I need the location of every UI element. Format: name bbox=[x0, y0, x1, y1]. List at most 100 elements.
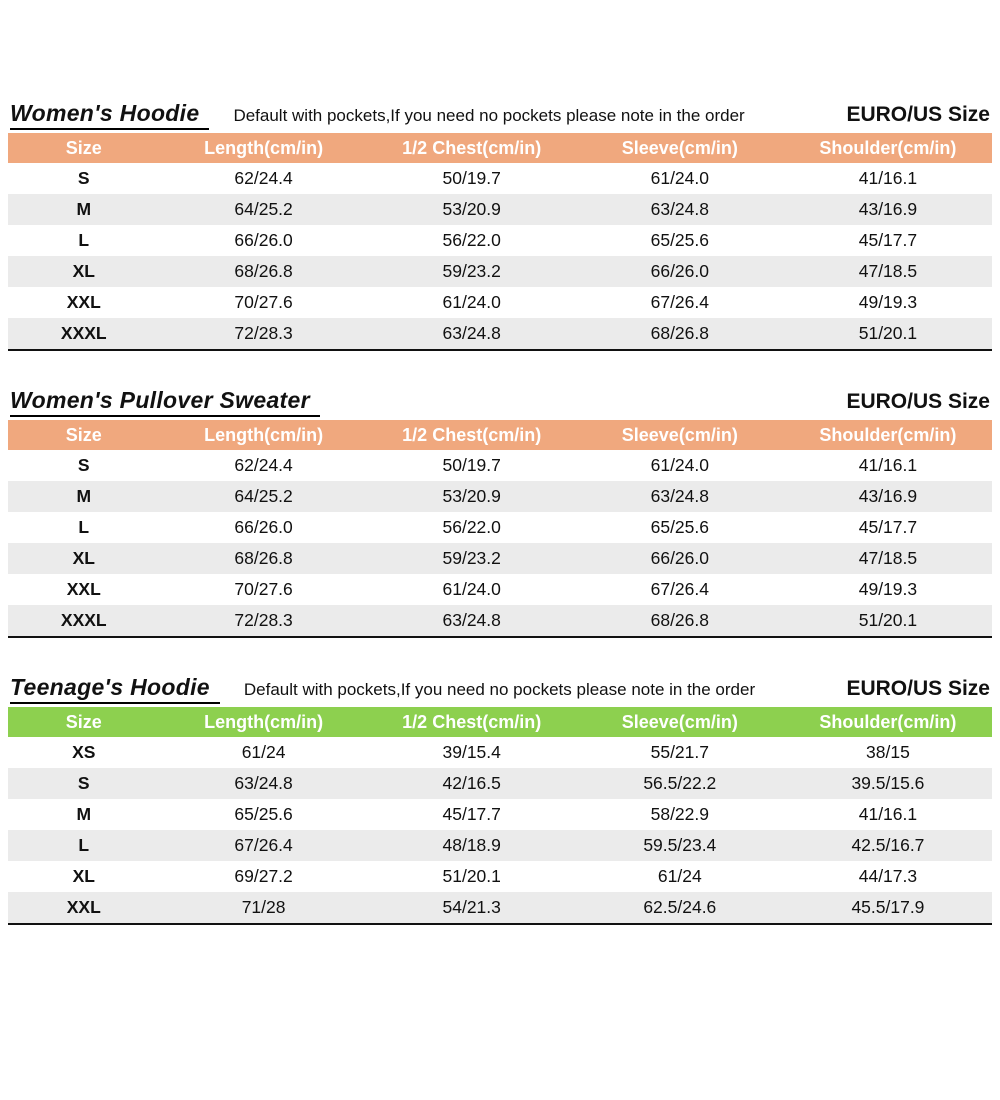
size-cell: M bbox=[76, 199, 92, 219]
column-header-length-cm-in: Length(cm/in) bbox=[159, 133, 368, 163]
measurement-cell: 45/17.7 bbox=[858, 517, 918, 537]
measurement-cell: 47/18.5 bbox=[858, 548, 918, 568]
region-size-label: EURO/US Size bbox=[846, 390, 990, 413]
table-row: XS 61/24 39/15.4 55/21.7 38/15 bbox=[8, 737, 992, 768]
column-header-length-cm-in: Length(cm/in) bbox=[159, 420, 368, 450]
size-cell: M bbox=[76, 486, 92, 506]
column-header-shoulder-cm-in: Shoulder(cm/in) bbox=[783, 707, 992, 737]
measurement-cell: 61/24.0 bbox=[442, 292, 501, 312]
table-row: XL 68/26.8 59/23.2 66/26.0 47/18.5 bbox=[8, 256, 992, 287]
table-row: S 62/24.4 50/19.7 61/24.0 41/16.1 bbox=[8, 163, 992, 194]
measurement-cell: 63/24.8 bbox=[650, 486, 709, 506]
measurement-cell: 48/18.9 bbox=[442, 835, 501, 855]
table-row: M 65/25.6 45/17.7 58/22.9 41/16.1 bbox=[8, 799, 992, 830]
size-cell: XXXL bbox=[60, 323, 107, 343]
measurement-cell: 56.5/22.2 bbox=[643, 773, 717, 793]
measurement-cell: 45.5/17.9 bbox=[851, 897, 925, 917]
measurement-cell: 61/24 bbox=[241, 742, 286, 762]
measurement-cell: 67/26.4 bbox=[234, 835, 293, 855]
column-header-1-2-chest-cm-in: 1/2 Chest(cm/in) bbox=[367, 133, 576, 163]
measurement-cell: 68/26.8 bbox=[234, 548, 293, 568]
measurement-cell: 70/27.6 bbox=[234, 292, 293, 312]
measurement-cell: 59/23.2 bbox=[442, 548, 501, 568]
measurement-cell: 42/16.5 bbox=[442, 773, 501, 793]
measurement-cell: 45/17.7 bbox=[858, 230, 918, 250]
column-header-length-cm-in: Length(cm/in) bbox=[159, 707, 368, 737]
header-row: Size Length(cm/in) 1/2 Chest(cm/in) Sleeve(… bbox=[8, 420, 992, 450]
table-row: XXL 70/27.6 61/24.0 67/26.4 49/19.3 bbox=[8, 287, 992, 318]
column-header-shoulder-cm-in: Shoulder(cm/in) bbox=[783, 133, 992, 163]
column-header-sleeve-cm-in: Sleeve(cm/in) bbox=[575, 133, 784, 163]
table-row: L 66/26.0 56/22.0 65/25.6 45/17.7 bbox=[8, 512, 992, 543]
measurement-cell: 56/22.0 bbox=[442, 517, 501, 537]
table-row: XL 68/26.8 59/23.2 66/26.0 47/18.5 bbox=[8, 543, 992, 574]
size-cell: XL bbox=[72, 548, 95, 568]
measurement-cell: 63/24.8 bbox=[442, 323, 501, 343]
size-cell: L bbox=[78, 835, 90, 855]
region-size-label: EURO/US Size bbox=[846, 677, 990, 700]
size-cell: XXL bbox=[66, 897, 101, 917]
size-cell: XL bbox=[72, 261, 95, 281]
measurement-cell: 67/26.4 bbox=[650, 579, 709, 599]
size-cell: XS bbox=[72, 742, 96, 762]
measurement-cell: 44/17.3 bbox=[858, 866, 918, 886]
table-row: XXXL 72/28.3 63/24.8 68/26.8 51/20.1 bbox=[8, 605, 992, 637]
column-header-1-2-chest-cm-in: 1/2 Chest(cm/in) bbox=[367, 420, 576, 450]
size-cell: XXXL bbox=[60, 610, 107, 630]
measurement-cell: 55/21.7 bbox=[650, 742, 709, 762]
size-cell: M bbox=[76, 804, 92, 824]
table-row: XXL 70/27.6 61/24.0 67/26.4 49/19.3 bbox=[8, 574, 992, 605]
region-size-label: EURO/US Size bbox=[846, 103, 990, 126]
table-row: M 64/25.2 53/20.9 63/24.8 43/16.9 bbox=[8, 481, 992, 512]
measurement-cell: 39/15.4 bbox=[442, 742, 501, 762]
section-womens-hoodie: Women's Hoodie Default with pockets,If y… bbox=[8, 100, 992, 351]
table-row: XXL 71/28 54/21.3 62.5/24.6 45.5/17.9 bbox=[8, 892, 992, 924]
size-cell: XL bbox=[72, 866, 95, 886]
pockets-note: Default with pockets,If you need no pock… bbox=[243, 680, 756, 699]
measurement-cell: 61/24.0 bbox=[650, 455, 709, 475]
pockets-note: Default with pockets,If you need no pock… bbox=[233, 106, 745, 125]
section-womens-pullover-sweater: Women's Pullover Sweater EURO/US Size Si… bbox=[8, 387, 992, 638]
measurement-cell: 51/20.1 bbox=[858, 610, 918, 630]
chart-title: Women's Hoodie bbox=[10, 100, 210, 130]
table-row: XXXL 72/28.3 63/24.8 68/26.8 51/20.1 bbox=[8, 318, 992, 350]
measurement-cell: 42.5/16.7 bbox=[851, 835, 925, 855]
table-row: S 63/24.8 42/16.5 56.5/22.2 39.5/15.6 bbox=[8, 768, 992, 799]
measurement-cell: 49/19.3 bbox=[858, 292, 918, 312]
measurement-cell: 41/16.1 bbox=[858, 168, 918, 188]
measurement-cell: 66/26.0 bbox=[234, 517, 293, 537]
table-row: S 62/24.4 50/19.7 61/24.0 41/16.1 bbox=[8, 450, 992, 481]
measurement-cell: 70/27.6 bbox=[234, 579, 293, 599]
column-header-sleeve-cm-in: Sleeve(cm/in) bbox=[575, 707, 784, 737]
size-table-womens-pullover-sweater: Size Length(cm/in) 1/2 Chest(cm/in) Sleeve(… bbox=[8, 420, 992, 638]
measurement-cell: 41/16.1 bbox=[858, 804, 918, 824]
measurement-cell: 62.5/24.6 bbox=[643, 897, 717, 917]
measurement-cell: 66/26.0 bbox=[650, 548, 709, 568]
size-cell: L bbox=[78, 230, 90, 250]
measurement-cell: 72/28.3 bbox=[234, 323, 293, 343]
measurement-cell: 64/25.2 bbox=[234, 199, 293, 219]
title-bar: Teenage's Hoodie Default with pockets,If… bbox=[10, 674, 990, 704]
measurement-cell: 51/20.1 bbox=[858, 323, 918, 343]
header-row: Size Length(cm/in) 1/2 Chest(cm/in) Sleeve(… bbox=[8, 707, 992, 737]
measurement-cell: 53/20.9 bbox=[442, 486, 501, 506]
measurement-cell: 69/27.2 bbox=[234, 866, 293, 886]
measurement-cell: 71/28 bbox=[241, 897, 286, 917]
measurement-cell: 66/26.0 bbox=[234, 230, 293, 250]
size-cell: XXL bbox=[66, 292, 101, 312]
column-header-sleeve-cm-in: Sleeve(cm/in) bbox=[575, 420, 784, 450]
chart-title: Women's Pullover Sweater bbox=[10, 387, 320, 417]
measurement-cell: 59/23.2 bbox=[442, 261, 501, 281]
title-bar: Women's Hoodie Default with pockets,If y… bbox=[10, 100, 990, 130]
measurement-cell: 67/26.4 bbox=[650, 292, 709, 312]
measurement-cell: 61/24.0 bbox=[442, 579, 501, 599]
measurement-cell: 49/19.3 bbox=[858, 579, 918, 599]
measurement-cell: 64/25.2 bbox=[234, 486, 293, 506]
table-row: L 66/26.0 56/22.0 65/25.6 45/17.7 bbox=[8, 225, 992, 256]
measurement-cell: 45/17.7 bbox=[442, 804, 501, 824]
measurement-cell: 50/19.7 bbox=[442, 168, 501, 188]
measurement-cell: 68/26.8 bbox=[650, 323, 709, 343]
measurement-cell: 62/24.4 bbox=[234, 455, 293, 475]
measurement-cell: 47/18.5 bbox=[858, 261, 918, 281]
measurement-cell: 66/26.0 bbox=[650, 261, 709, 281]
